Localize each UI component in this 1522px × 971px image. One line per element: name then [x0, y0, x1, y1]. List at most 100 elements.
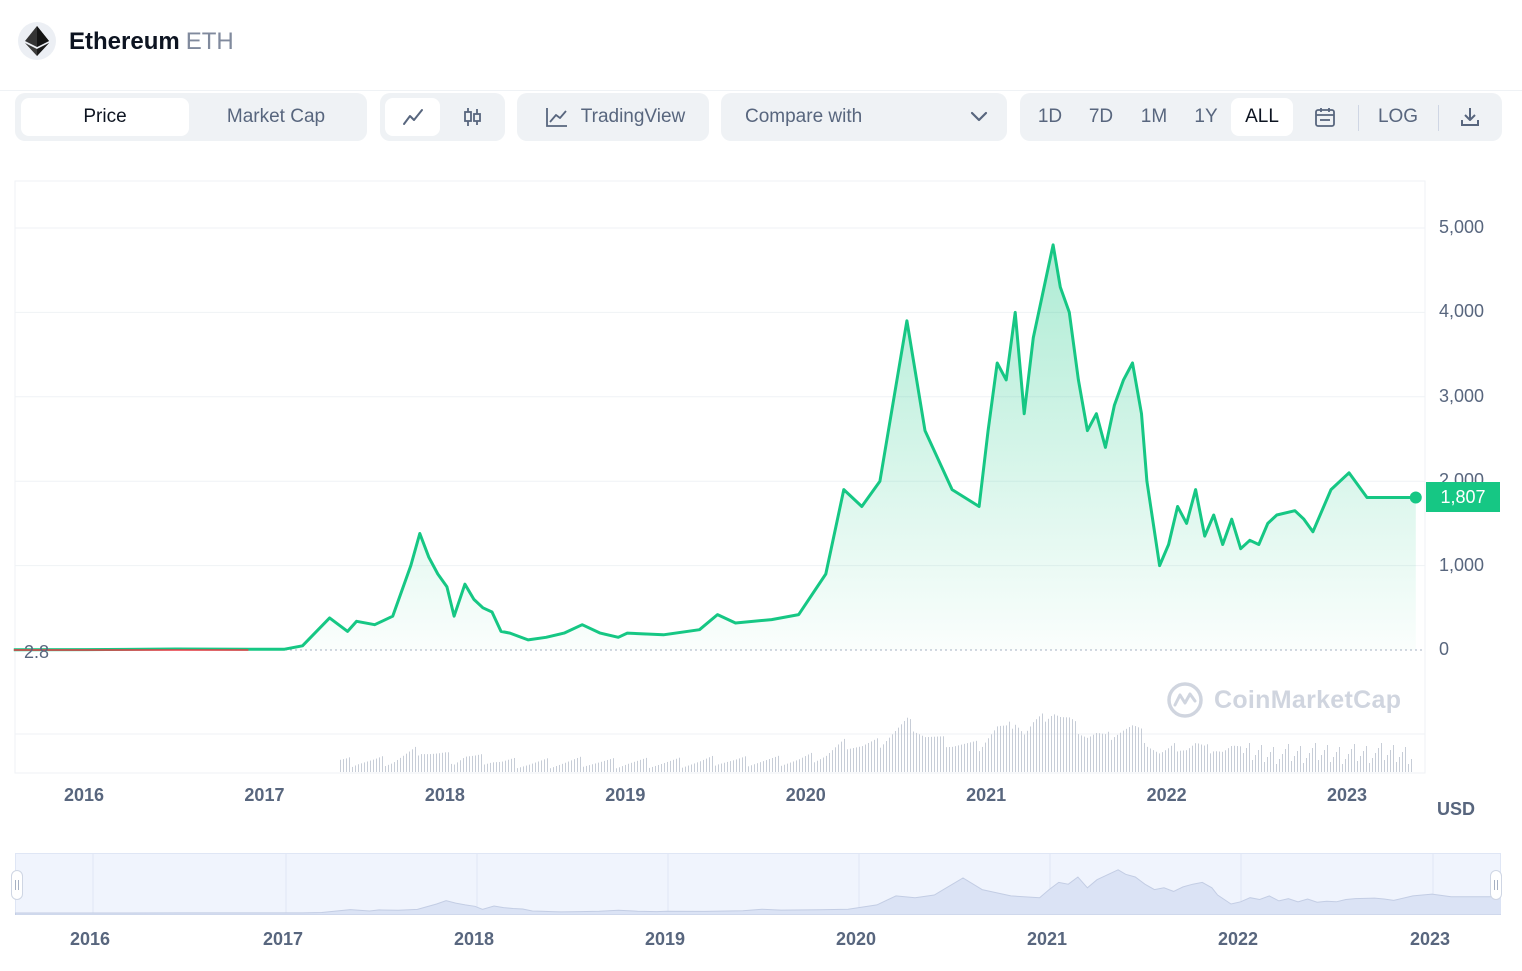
volume-bar [376, 758, 377, 772]
volume-bar [760, 762, 761, 772]
range-7d-button[interactable]: 7D [1088, 106, 1114, 127]
volume-bar [496, 762, 497, 772]
volume-bar [394, 762, 395, 772]
volume-bar [358, 764, 359, 772]
tab-price[interactable]: Price [21, 98, 189, 136]
volume-bar [568, 761, 569, 772]
coin-header: Ethereum ETH [0, 0, 1522, 91]
navigator-left-handle[interactable] [11, 870, 23, 900]
range-1m-button[interactable]: 1M [1140, 106, 1168, 127]
volume-bar [619, 767, 620, 772]
volume-bar [466, 756, 467, 772]
volume-bar [1129, 727, 1130, 772]
volume-bar [343, 759, 344, 772]
volume-bar [595, 763, 596, 772]
volume-bar [676, 758, 677, 772]
volume-bar [1372, 758, 1373, 772]
volume-bar [1342, 764, 1343, 772]
volume-bar [1135, 726, 1136, 772]
volume-bar [1228, 748, 1229, 772]
line-chart-button[interactable] [385, 98, 440, 136]
volume-bar [889, 737, 890, 772]
volume-bar [706, 758, 707, 772]
volume-bar [1126, 728, 1127, 772]
volume-bar [871, 741, 872, 772]
volume-bar [583, 766, 584, 772]
volume-bar [505, 760, 506, 772]
volume-bar [1177, 751, 1178, 772]
volume-bar [1297, 751, 1298, 772]
volume-bar [730, 761, 731, 772]
range-1d-button[interactable]: 1D [1037, 106, 1063, 127]
volume-bar [1198, 743, 1199, 772]
volume-bar [643, 758, 644, 772]
coinmarketcap-watermark: CoinMarketCap [1166, 680, 1401, 720]
volume-bar [400, 757, 401, 772]
volume-bar [424, 754, 425, 772]
tradingview-label: TradingView [580, 106, 686, 127]
volume-bar [1222, 751, 1223, 772]
candlestick-button[interactable] [444, 98, 499, 136]
x-tick-label: 2020 [785, 785, 826, 805]
calendar-button[interactable] [1303, 98, 1347, 136]
volume-bar [445, 752, 446, 772]
range-navigator[interactable] [15, 853, 1501, 915]
download-button[interactable] [1448, 98, 1492, 136]
volume-bar [1330, 762, 1331, 772]
volume-bar [766, 760, 767, 772]
volume-bar [853, 748, 854, 772]
volume-bar [1348, 754, 1349, 772]
volume-bar [634, 761, 635, 772]
volume-bar [1063, 717, 1064, 772]
volume-bar [1243, 753, 1244, 772]
volume-bar [1207, 744, 1208, 772]
volume-bar [787, 763, 788, 772]
navigator-right-handle[interactable] [1490, 870, 1502, 900]
x-tick-label: 2016 [64, 785, 105, 805]
compare-with-dropdown[interactable]: Compare with [721, 93, 1007, 141]
volume-bar [1192, 745, 1193, 772]
volume-bar [1171, 745, 1172, 772]
volume-bar [1402, 752, 1403, 772]
volume-bar [1237, 746, 1238, 772]
volume-bar [934, 736, 935, 772]
volume-bar [955, 746, 956, 772]
volume-bar [1123, 730, 1124, 772]
volume-bar [472, 755, 473, 772]
volume-bar [1066, 717, 1067, 772]
volume-bar [1141, 728, 1142, 772]
volume-bar [562, 763, 563, 772]
volume-bar [1396, 762, 1397, 772]
range-all-button[interactable]: ALL [1231, 98, 1293, 136]
volume-bar [367, 761, 368, 772]
chevron-down-icon [970, 111, 988, 122]
navigator-area [15, 869, 1501, 915]
volume-bar [829, 753, 830, 772]
volume-bar [922, 735, 923, 772]
x-tick-label: 2023 [1327, 785, 1368, 805]
tradingview-button[interactable]: TradingView [517, 93, 709, 141]
navigator-year-label: 2019 [645, 929, 686, 949]
current-price-tag: 1,807 [1426, 482, 1500, 512]
volume-bar [757, 763, 758, 772]
volume-bar [910, 719, 911, 772]
volume-bar [880, 747, 881, 772]
volume-bar [574, 759, 575, 772]
volume-bar [751, 765, 752, 772]
volume-bar [703, 759, 704, 772]
volume-bar [631, 762, 632, 772]
range-1y-button[interactable]: 1Y [1194, 106, 1218, 127]
volume-bar [841, 741, 842, 772]
tab-market-cap[interactable]: Market Cap [226, 106, 326, 127]
volume-bar [499, 761, 500, 772]
volume-bar [667, 761, 668, 772]
volume-bar [1138, 727, 1139, 772]
volume-bar [784, 764, 785, 772]
volume-bar [1045, 721, 1046, 772]
volume-bar [1027, 730, 1028, 772]
log-scale-button[interactable]: LOG [1377, 106, 1419, 127]
volume-bar [1261, 745, 1262, 772]
volume-bar [1006, 725, 1007, 772]
volume-bar [814, 762, 815, 772]
